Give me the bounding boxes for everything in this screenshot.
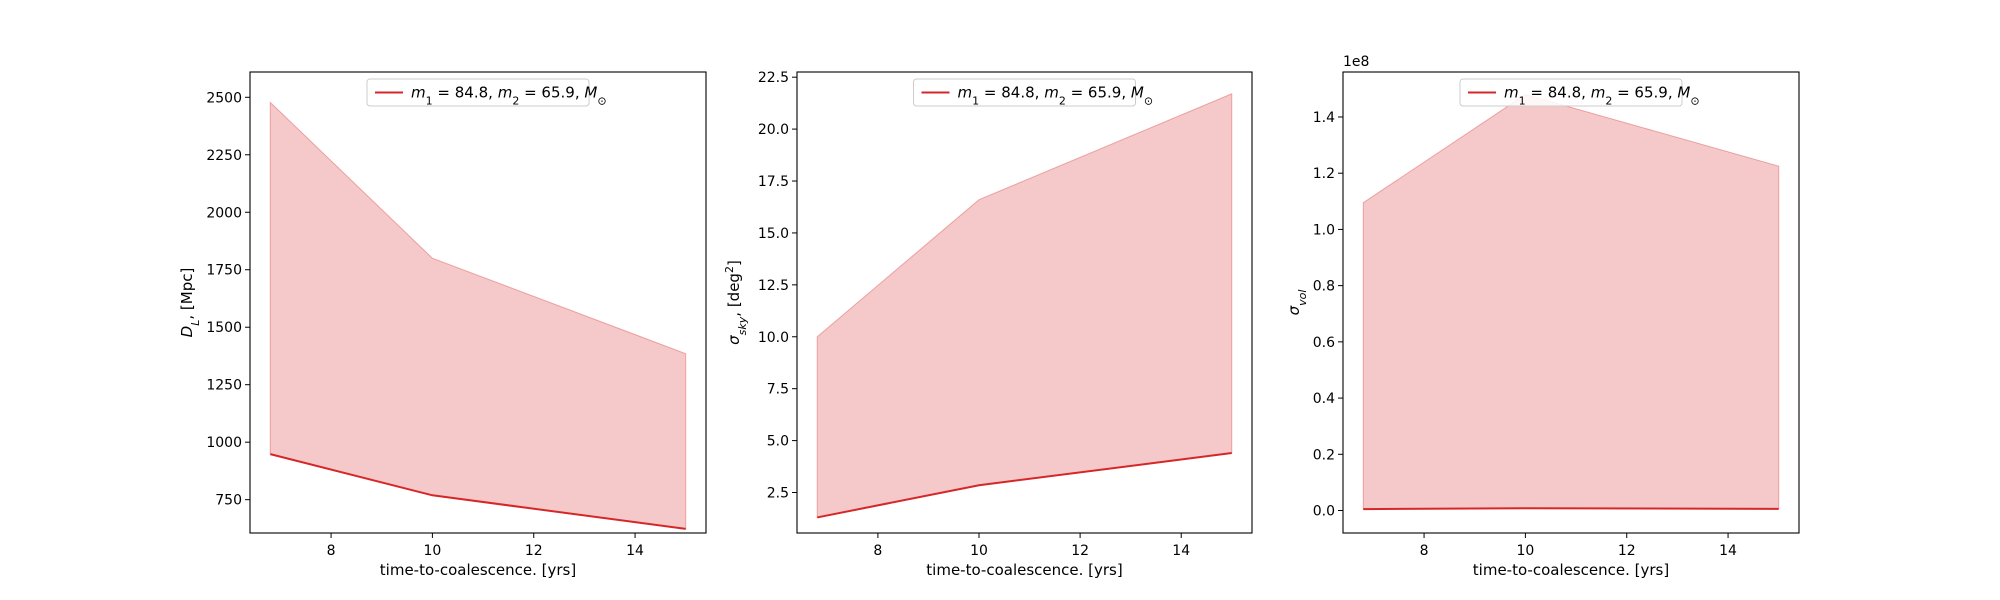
legend-box [1459, 78, 1683, 107]
chart-panel-1: 8 10 12 14 750 1000 1250 1500 1750 2000 2250 2500 ti… [178, 71, 707, 579]
chart-panel-2: 8 10 12 14 2.5 5.0 7.5 10.0 12.5 15.0 17.5 20.0 22.5… [723, 70, 1253, 579]
x-tick-label: 10 [1516, 543, 1534, 559]
y-tick-label: 1500 [206, 320, 242, 336]
y-tick-label: 1.2 [1313, 166, 1335, 182]
y-tick-label: 0.4 [1313, 391, 1335, 407]
y-tick-label: 1.0 [1313, 222, 1335, 238]
x-axis-label: time-to-coalescence. [yrs] [380, 561, 576, 579]
y-tick-label: 20.0 [758, 122, 789, 138]
y-tick-label: 2500 [206, 90, 242, 106]
x-tick-label: 8 [327, 543, 336, 559]
x-tick-label: 8 [1420, 543, 1429, 559]
series-line [817, 452, 1232, 519]
x-tick-label: 12 [1618, 543, 1636, 559]
y-tick-label: 5.0 [767, 434, 789, 450]
y-tick-label: 2.5 [767, 486, 789, 502]
series-line [1363, 507, 1779, 511]
x-tick-label: 8 [873, 543, 882, 559]
x-tick-label: 10 [423, 543, 441, 559]
y-tick-label: 1750 [206, 263, 242, 279]
chart-panel-3: 8 10 12 14 0.0 0.2 0.4 0.6 0.8 1.0 1.2 1.4 1e8 time-t… [1285, 54, 1800, 579]
y-tick-label: 750 [215, 493, 242, 509]
y-tick-label: 0.0 [1313, 504, 1335, 520]
y-tick-label: 7.5 [767, 382, 789, 398]
y-tick-label: 0.8 [1313, 279, 1335, 295]
x-tick-label: 12 [1071, 543, 1089, 559]
x-tick-label: 14 [1172, 543, 1190, 559]
y-tick-label: 0.6 [1313, 335, 1335, 351]
y-tick-label: 1.4 [1313, 110, 1335, 126]
y-tick-label: 17.5 [758, 174, 789, 190]
y-axis-label: DL, [Mpc] [178, 268, 202, 338]
y-axis-label: σvol [1285, 290, 1309, 316]
y-axis-label: σsky, [deg2] [723, 260, 749, 345]
x-tick-label: 14 [626, 543, 644, 559]
legend: m1 = 84.8, m2 = 65.9, M⊙ [366, 78, 607, 108]
series-line [270, 453, 686, 530]
y-tick-label: 12.5 [758, 278, 789, 294]
legend-label: m1 = 84.8, m2 = 65.9, M⊙ [411, 84, 607, 108]
y-tick-label: 10.0 [758, 330, 789, 346]
x-axis-label: time-to-coalescence. [yrs] [926, 561, 1122, 579]
axis-offset-label: 1e8 [1343, 54, 1369, 70]
axes-frame [1342, 71, 1800, 534]
y-tick-label: 1000 [206, 435, 242, 451]
legend: m1 = 84.8, m2 = 65.9, M⊙ [913, 78, 1154, 108]
x-tick-label: 12 [525, 543, 543, 559]
axes-frame [249, 71, 707, 534]
legend-box [366, 78, 590, 107]
legend-label: m1 = 84.8, m2 = 65.9, M⊙ [1504, 84, 1700, 108]
axes-frame [796, 71, 1253, 534]
y-tick-label: 22.5 [758, 70, 789, 86]
legend-label: m1 = 84.8, m2 = 65.9, M⊙ [958, 84, 1154, 108]
y-tick-label: 15.0 [758, 226, 789, 242]
legend: m1 = 84.8, m2 = 65.9, M⊙ [1459, 78, 1700, 108]
y-tick-label: 2000 [206, 205, 242, 221]
y-tick-label: 0.2 [1313, 447, 1335, 463]
y-tick-label: 1250 [206, 378, 242, 394]
x-axis-label: time-to-coalescence. [yrs] [1473, 561, 1669, 579]
y-tick-label: 2250 [206, 148, 242, 164]
x-tick-label: 10 [970, 543, 988, 559]
legend-box [913, 78, 1136, 107]
x-tick-label: 14 [1719, 543, 1737, 559]
